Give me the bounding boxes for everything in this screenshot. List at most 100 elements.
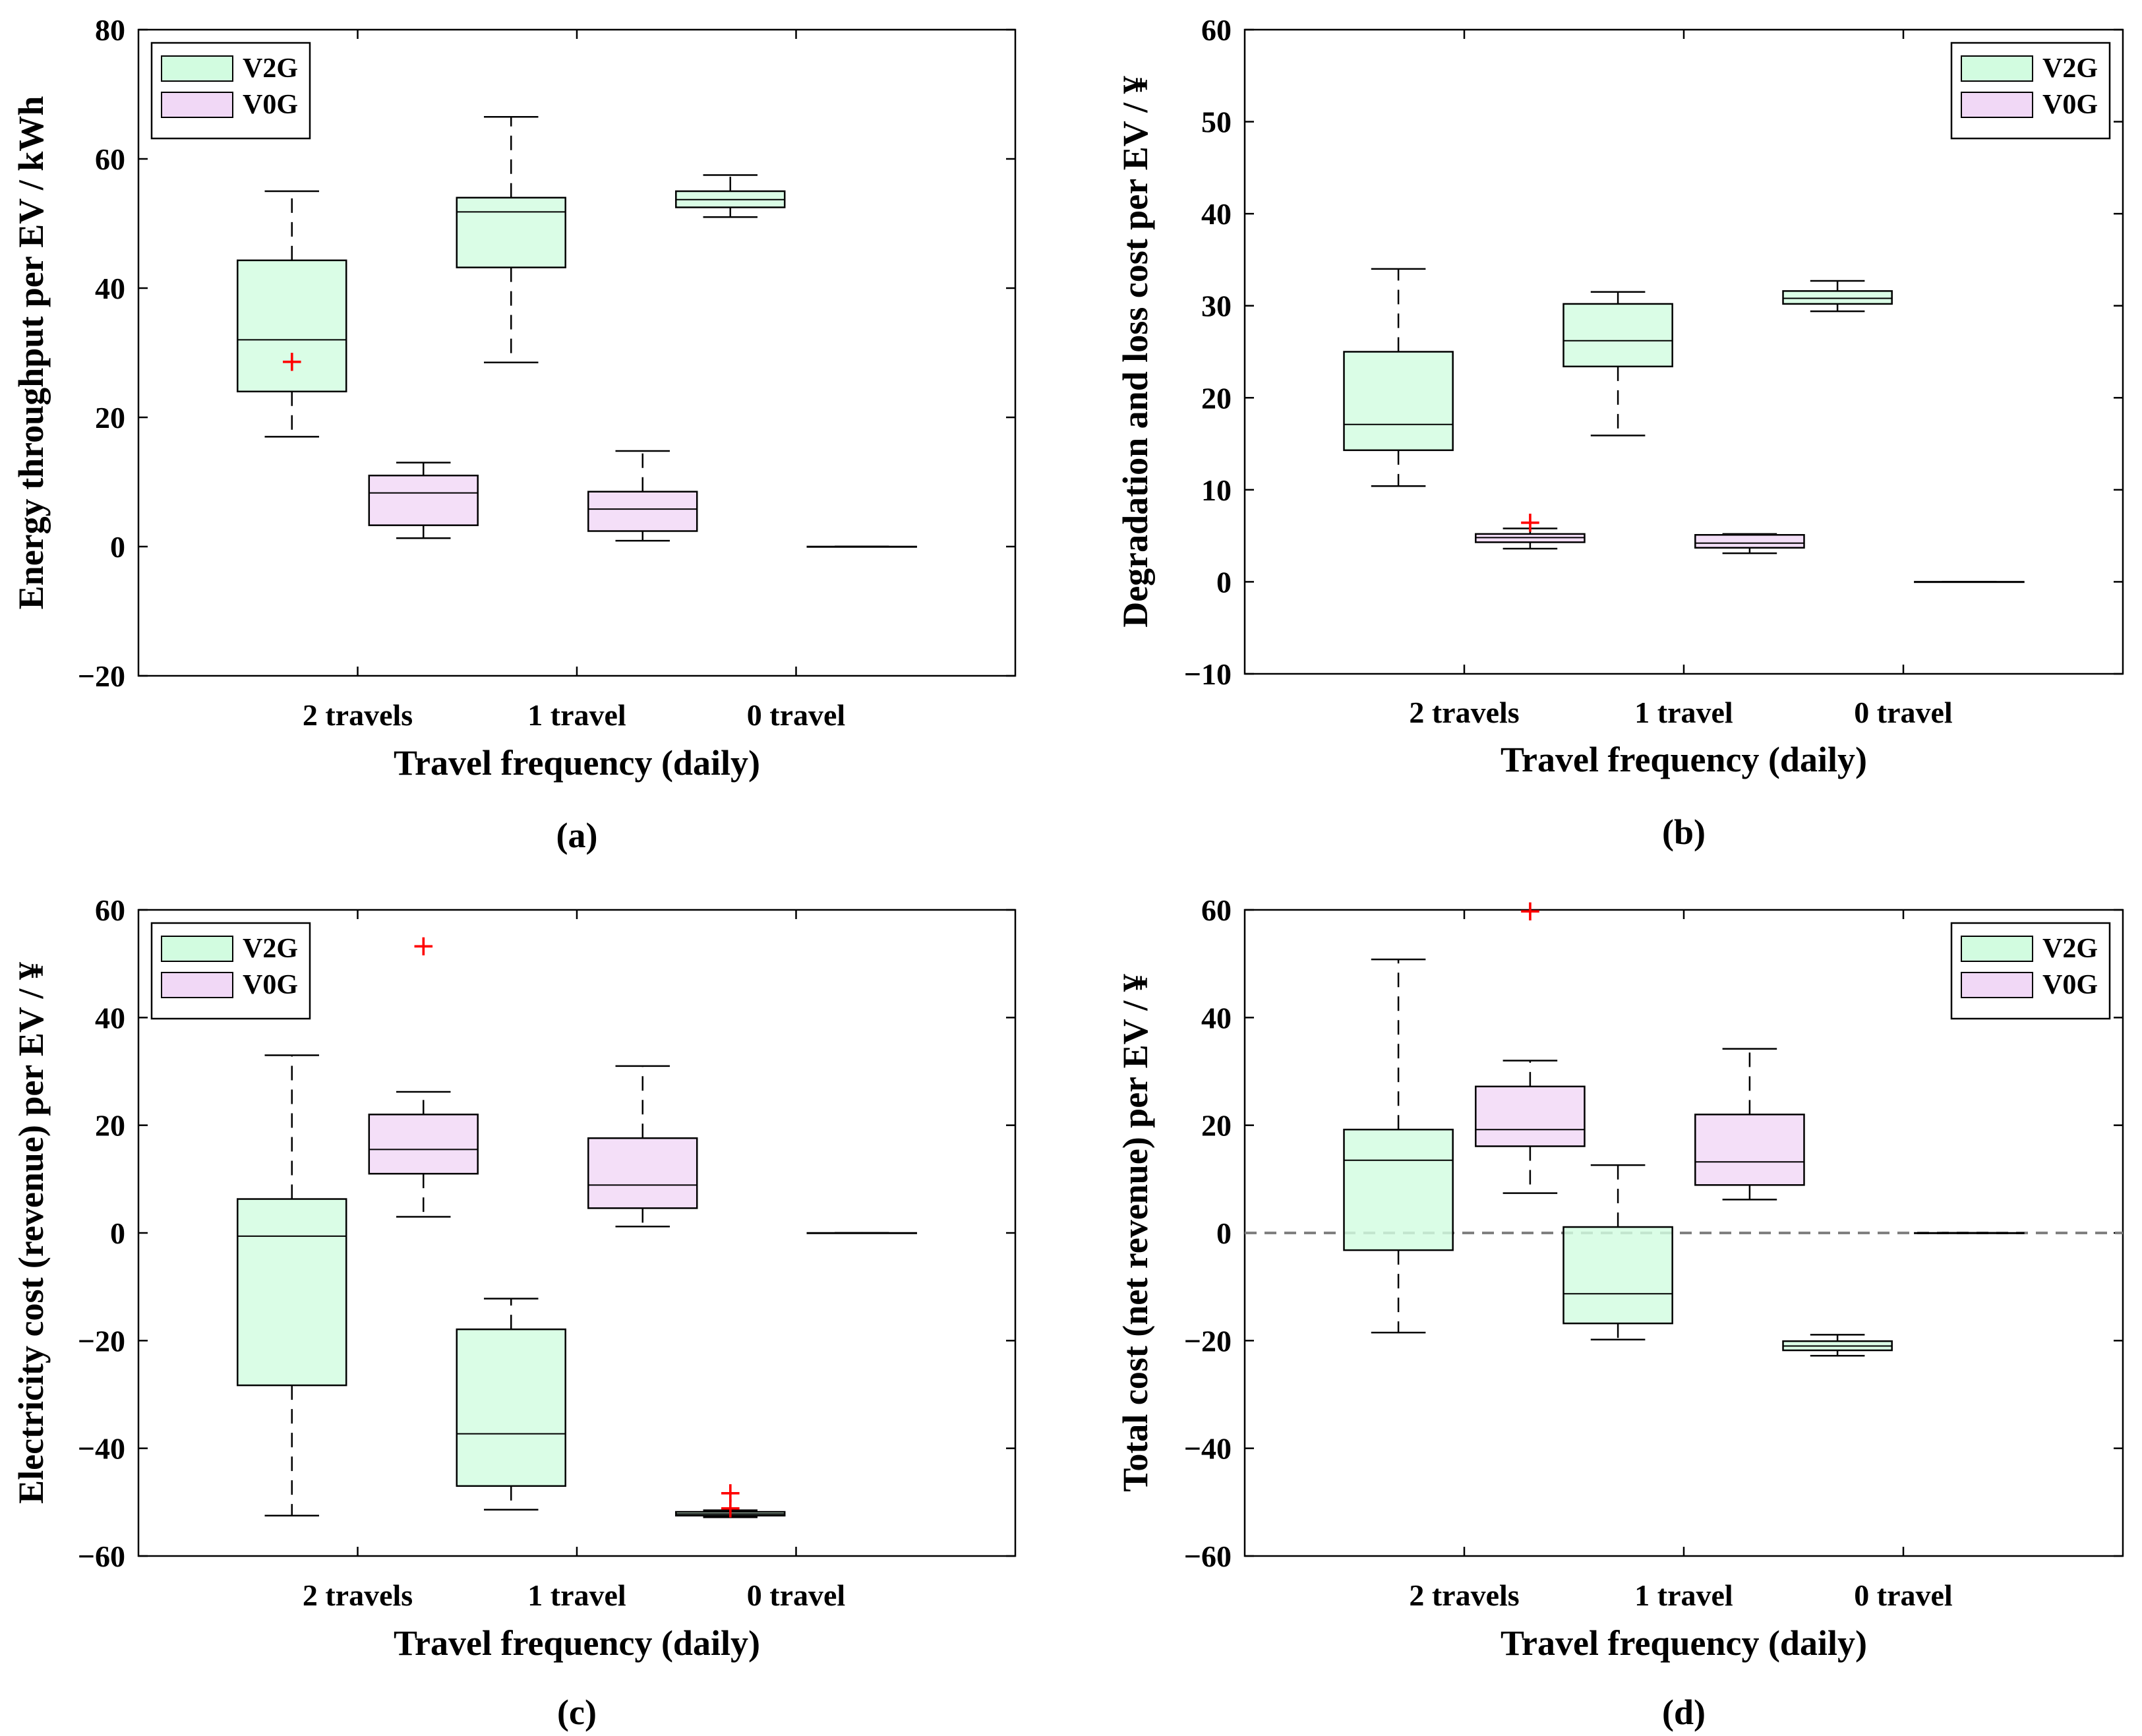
iqr-box: [1562, 1226, 1673, 1325]
outlier-marker: +: [1518, 894, 1542, 928]
y-tick-label: −20: [78, 1324, 125, 1358]
iqr-box: [1694, 1114, 1805, 1186]
legend-swatch-v2g: [1961, 936, 2033, 962]
iqr-box: [368, 1114, 479, 1175]
legend-label-v2g: V2G: [2042, 934, 2098, 964]
chart-panel-a: −20 0 20 40 60 80 2 travels 1 travel 0 travel Tra…: [11, 13, 1017, 855]
box-v2g-0: [237, 1054, 347, 1516]
y-tick-label: 60: [95, 893, 125, 927]
x-axis-label: Travel frequency (daily): [394, 743, 760, 783]
iqr-box: [587, 491, 698, 532]
iqr-box: [1475, 1085, 1586, 1147]
legend-swatch-v0g: [161, 972, 233, 998]
y-tick-label: −60: [1184, 1540, 1232, 1573]
y-tick-label: 10: [1201, 473, 1232, 507]
y-tick-label: 30: [1201, 289, 1232, 323]
box-v0g-0: +: [1475, 894, 1586, 1194]
panel-label: (d): [1662, 1692, 1706, 1732]
box-v2g-1: [1562, 1164, 1673, 1340]
y-axis-label: Degradation and loss cost per EV / ¥: [1116, 76, 1155, 628]
y-tick-label: 0: [110, 1216, 125, 1250]
iqr-box: [237, 259, 347, 393]
legend-swatch-v2g: [161, 55, 233, 82]
y-axis-label: Electricity cost (revenue) per EV / ¥: [11, 962, 51, 1504]
box-v0g-1: [1694, 533, 1805, 554]
box-v0g-2: [1914, 1232, 2025, 1234]
legend-swatch-v0g: [1961, 92, 2033, 118]
box-v0g-0: +: [1475, 506, 1586, 550]
x-tick-label: 1 travel: [1634, 696, 1733, 729]
y-tick-label: −20: [1184, 1324, 1232, 1358]
x-tick-label: 2 travels: [303, 698, 413, 732]
y-tick-label: 40: [1201, 197, 1232, 231]
box-v0g-0: [368, 462, 479, 539]
box-v2g-0: +: [237, 190, 347, 438]
y-tick-label: 40: [95, 1001, 125, 1034]
box-v2g-2: [675, 174, 786, 218]
x-tick-label: 2 travels: [1409, 1578, 1519, 1612]
box-v2g-2: ++: [675, 1476, 786, 1525]
x-axis-label: Travel frequency (daily): [1501, 1623, 1867, 1663]
x-tick-label: 0 travel: [1854, 696, 1952, 729]
y-tick-label: −10: [1184, 657, 1232, 691]
legend-label-v2g: V2G: [2042, 53, 2098, 84]
x-tick-label: 0 travel: [1854, 1578, 1952, 1612]
y-tick-label: 20: [1201, 381, 1232, 415]
y-tick-label: 0: [1216, 565, 1232, 599]
box-v0g-1: [587, 1065, 698, 1228]
y-tick-label: −60: [78, 1540, 125, 1573]
iqr-box: [1343, 1128, 1454, 1251]
y-tick-label: 0: [1216, 1216, 1232, 1250]
y-axis-label: Total cost (net revenue) per EV / ¥: [1116, 974, 1155, 1491]
panel-label: (a): [556, 816, 598, 855]
y-tick-label: 60: [1201, 13, 1232, 47]
iqr-box: [587, 1137, 698, 1209]
box-v0g-1: [587, 450, 698, 542]
x-axis-label: Travel frequency (daily): [1501, 740, 1867, 779]
chart-panel-d: −60 −40 −20 0 20 40 60 2 travels 1 travel 0 trave…: [1116, 893, 2124, 1732]
outlier-marker: +: [280, 345, 304, 378]
box-v2g-2: [1782, 1334, 1893, 1357]
x-tick-label: 0 travel: [747, 698, 845, 732]
box-v2g-1: [1562, 291, 1673, 436]
iqr-box: [456, 1328, 566, 1487]
x-tick-label: 1 travel: [527, 698, 626, 732]
box-v0g-2: [806, 1232, 917, 1234]
x-tick-label: 1 travel: [1634, 1578, 1733, 1612]
iqr-box: [1343, 351, 1454, 452]
y-tick-label: 40: [95, 272, 125, 305]
outlier-marker: +: [1518, 506, 1542, 539]
iqr-box: [1562, 303, 1673, 368]
legend-swatch-v0g: [1961, 972, 2033, 998]
y-axis-label: Energy throughput per EV / kWh: [11, 96, 51, 610]
y-tick-label: 40: [1201, 1001, 1232, 1034]
legend-label-v0g: V0G: [2042, 90, 2098, 120]
iqr-box: [368, 474, 479, 526]
y-tick-label: −40: [1184, 1432, 1232, 1466]
panel-label: (b): [1662, 812, 1706, 852]
y-tick-label: 20: [95, 401, 125, 434]
iqr-box: [237, 1198, 347, 1387]
y-tick-label: 60: [1201, 893, 1232, 927]
legend-swatch-v2g: [1961, 55, 2033, 82]
legend-swatch-v2g: [161, 936, 233, 962]
panel-label: (c): [557, 1692, 597, 1732]
box-v2g-1: [456, 1298, 566, 1511]
box-v2g-2: [1782, 280, 1893, 313]
y-tick-label: 60: [95, 142, 125, 176]
box-v2g-0: [1343, 958, 1454, 1334]
chart-panel-b: −10 0 10 20 30 40 50 60 2 travels 1 travel 0 trave…: [1116, 13, 2124, 852]
y-tick-label: 0: [110, 530, 125, 564]
legend-label-v0g: V0G: [243, 90, 298, 120]
box-v2g-1: [456, 116, 566, 363]
y-tick-label: 80: [95, 13, 125, 47]
box-v0g-0: +: [368, 929, 479, 1218]
x-tick-label: 1 travel: [527, 1578, 626, 1612]
legend-swatch-v0g: [161, 92, 233, 118]
outlier-marker: +: [718, 1491, 742, 1525]
chart-panel-c: −60 −40 −20 0 20 40 60 2 travels 1 travel 0 trave…: [11, 893, 1017, 1732]
